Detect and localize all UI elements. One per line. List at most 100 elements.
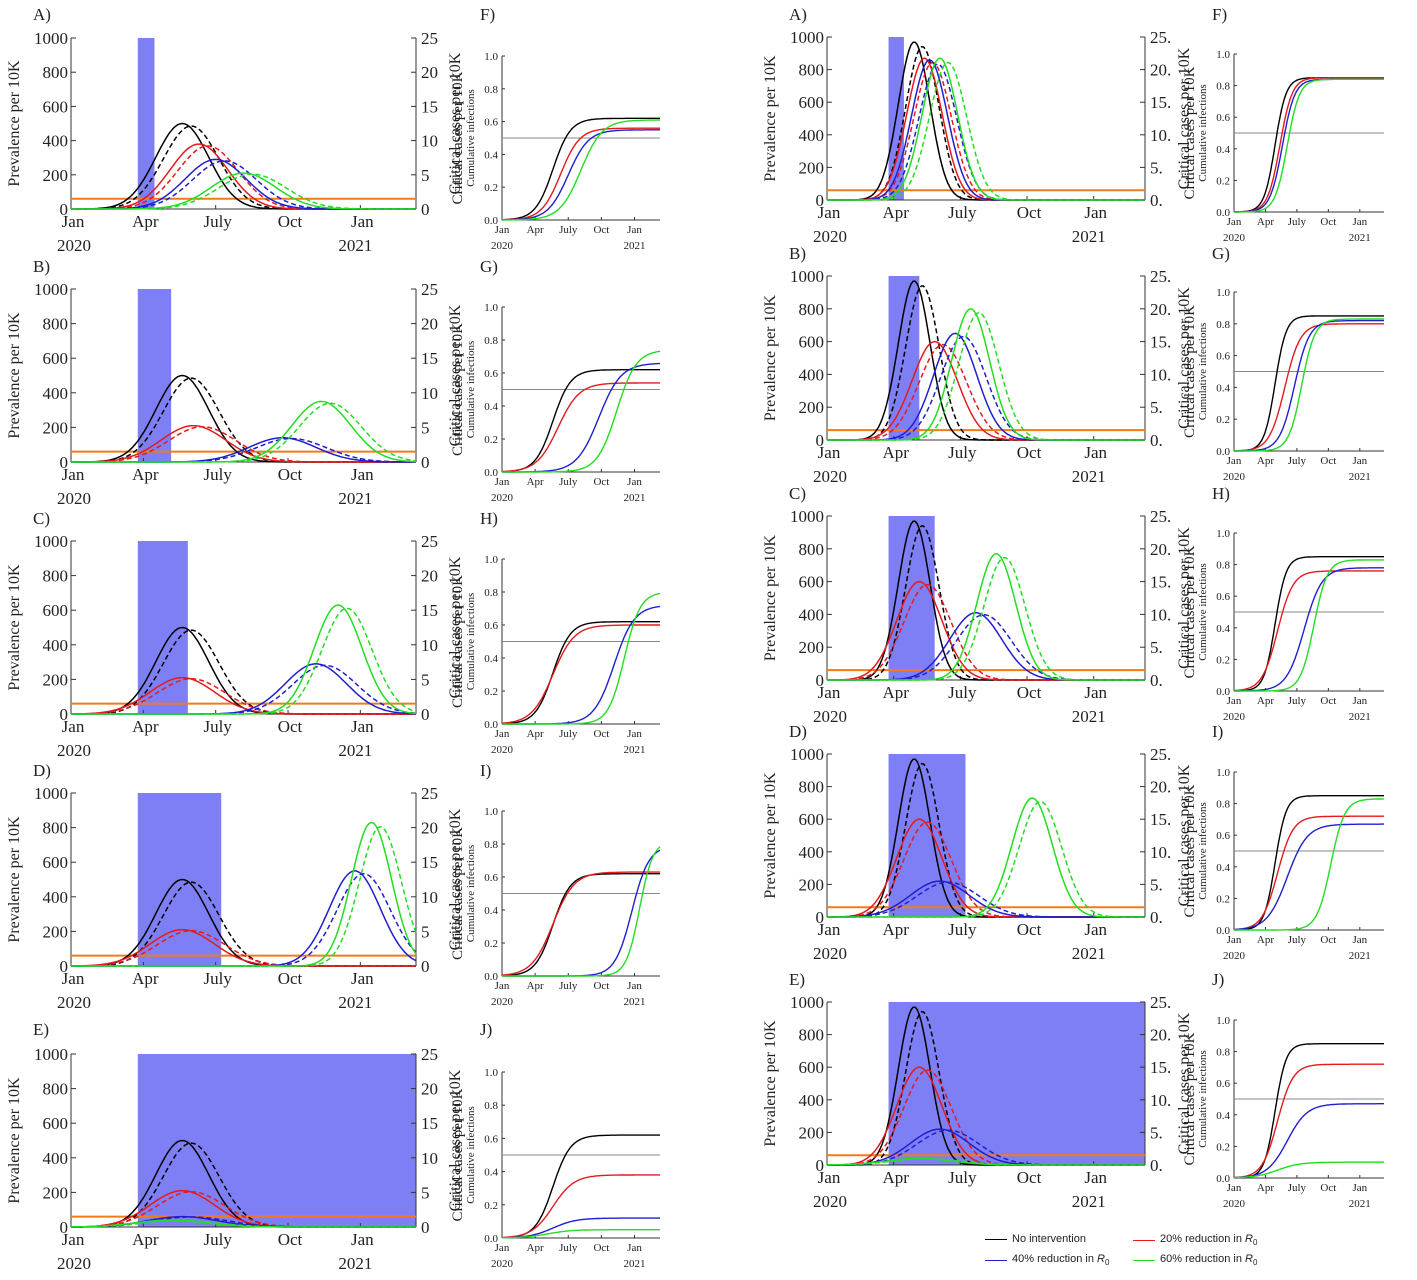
y2-tick-label: 0. [1150,1156,1163,1175]
y-tick-label: 0 [60,957,69,976]
prevalence-panel: C) 0 200 400 600 800 1000 0 5 10 15 20 25 Jan Apr July O… [6,509,464,760]
y2-tick-label: 20 [421,1080,438,1099]
inset-letter: I) [1212,722,1223,741]
y-tick-label: 600 [43,97,69,116]
inset-axis-title: Cumulative infections [465,341,477,438]
y-tick-label: 800 [43,315,69,334]
cumulative-line-reduction_20 [1233,1063,1384,1179]
inset-axis-title: Cumulative infections [1197,802,1209,899]
y2-tick-label: 20. [1150,778,1171,797]
inset-y-tick-label: 0.6 [1216,112,1230,124]
inset-x-tick-label: Oct [593,476,609,488]
inset-y-tick-label: 0.6 [1216,1078,1230,1090]
cumulative-line-reduction_60 [502,350,661,473]
critical-line-no_intervention [827,285,1145,441]
inset-x-tick-label: Oct [593,728,609,740]
prevalence-line-reduction_20 [827,818,1145,918]
inset-year-label: 2020 [1223,471,1246,483]
inset-y-tick-label: 0.8 [1216,319,1230,331]
y2-tick-label: 15 [421,97,438,116]
x-tick-label: Jan [1084,203,1107,222]
inset-x-tick-label: Jan [495,1242,510,1254]
y2-tick-label: 15. [1150,573,1171,592]
inset-year-label: 2021 [1349,471,1371,483]
y-tick-label: 400 [799,365,825,384]
left-axis-title: Prevalence per 10K [6,564,23,691]
inset-x-tick-label: Jan [495,980,510,992]
inset-letter: F) [480,5,495,24]
panel-letter: C) [33,509,50,528]
inset-letter: I) [480,761,491,780]
y2-tick-label: 15. [1150,810,1171,829]
year-label: 2021 [338,489,372,508]
x-tick-label: Apr [132,212,159,231]
y2-tick-label: 5 [421,418,430,437]
prevalence-line-reduction_60 [71,821,417,967]
cumulative-panel: G) 0.0 0.2 0.4 0.6 0.8 1.0 Jan Apr July Oct Jan 2020… [450,257,661,504]
y2-tick-label: 10 [421,636,438,655]
y2-tick-label: 15 [421,601,438,620]
year-label: 2020 [57,489,91,508]
panel-letter: E) [789,970,805,989]
y2-tick-label: 10 [421,132,438,151]
inset-x-tick-label: Jan [495,476,510,488]
prevalence-panel: A) 0 200 400 600 800 1000 0 5 10 15 20 25 Jan Apr July O… [6,5,464,255]
inset-x-tick-label: Jan [1352,216,1367,228]
inset-x-tick-label: Jan [1352,934,1367,946]
cumulative-line-reduction_20 [501,1174,660,1239]
inset-letter: H) [480,509,498,528]
critical-line-reduction_20 [827,343,1145,441]
inset-x-tick-label: Jan [1352,1182,1367,1194]
inset-y-tick-label: 0.2 [1216,175,1230,187]
cumulative-line-reduction_20 [1234,77,1384,213]
y2-tick-label: 20. [1150,1026,1171,1045]
x-tick-label: Jan [818,920,841,939]
inset-letter: G) [1212,244,1230,263]
y-tick-label: 800 [799,61,825,80]
y-tick-label: 0 [816,671,825,690]
critical-line-no_intervention [71,629,416,715]
critical-line-reduction_60 [827,61,1145,201]
y2-tick-label: 25. [1150,993,1171,1012]
year-label: 2021 [1072,1192,1106,1211]
cumulative-line-reduction_20 [502,871,660,976]
inset-y-tick-label: 1.0 [484,554,498,566]
prevalence-panel: E) 0 200 400 600 800 1000 0 5 10 15 20 25 Jan Apr July O… [6,1020,464,1273]
inset-x-tick-label: Jan [627,980,642,992]
x-tick-label: Oct [1017,1168,1042,1187]
inset-y-tick-label: 0.2 [484,434,498,446]
prevalence-line-no_intervention [827,41,1145,201]
inset-y-tick-label: 0.6 [1216,351,1230,363]
y2-tick-label: 20 [421,315,438,334]
inset-x-tick-label: Jan [1227,934,1242,946]
prevalence-line-reduction_20 [71,928,416,967]
inset-letter: J) [480,1020,492,1039]
x-tick-label: Oct [278,969,303,988]
inset-y-tick-label: 0.4 [484,149,498,161]
inset-x-tick-label: July [559,980,578,992]
y-tick-label: 600 [799,333,825,352]
cumulative-line-reduction_40 [502,849,661,977]
cumulative-line-no_intervention [502,873,660,977]
inset-year-label: 2021 [1349,711,1371,723]
critical-line-no_intervention [71,881,416,967]
inset-letter: F) [1212,5,1227,24]
inset-y-tick-label: 0.4 [1216,1110,1230,1122]
right-axis-title: Critical cases per 10K [1176,764,1193,906]
inset-x-tick-label: Jan [1227,216,1242,228]
y2-tick-label: 5. [1150,638,1163,657]
x-tick-label: July [204,1230,233,1249]
critical-line-reduction_40 [827,63,1145,201]
y-tick-label: 800 [43,567,69,586]
panel-letter: C) [789,484,806,503]
y2-tick-label: 25 [421,29,438,48]
critical-line-reduction_60 [71,825,417,967]
cumulative-line-reduction_60 [502,592,661,725]
inset-letter: H) [1212,484,1230,503]
inset-right-axis-title: Critical cases per 10K [450,575,466,708]
y2-tick-label: 10. [1150,605,1171,624]
y-tick-label: 400 [799,605,825,624]
year-label: 2020 [57,993,91,1012]
y-tick-label: 200 [43,922,69,941]
inset-year-label: 2021 [1349,950,1371,962]
